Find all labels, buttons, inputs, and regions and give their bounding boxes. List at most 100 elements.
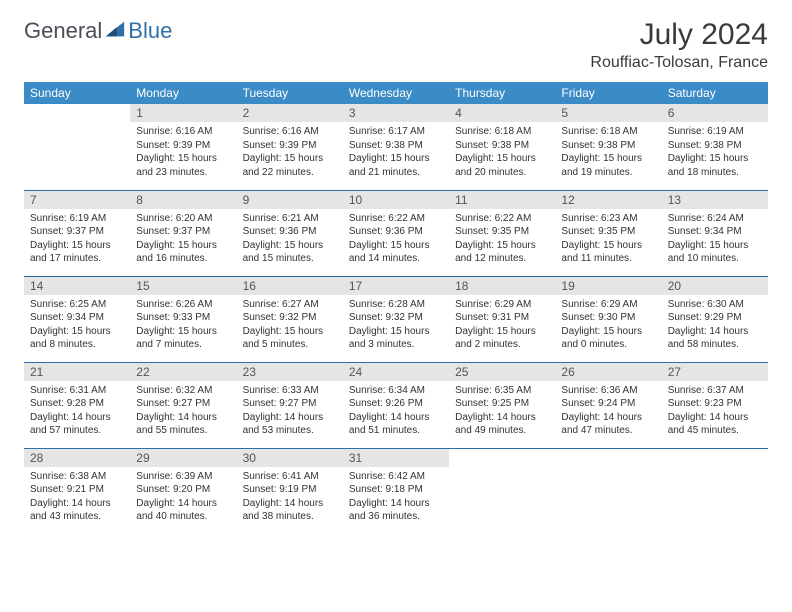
sunrise-text: Sunrise: 6:38 AM	[30, 470, 124, 484]
calendar-week-row: 7Sunrise: 6:19 AMSunset: 9:37 PMDaylight…	[24, 190, 768, 276]
sunset-text: Sunset: 9:37 PM	[30, 225, 124, 239]
sunset-text: Sunset: 9:35 PM	[455, 225, 549, 239]
day-details: Sunrise: 6:23 AMSunset: 9:35 PMDaylight:…	[555, 209, 661, 270]
sunrise-text: Sunrise: 6:41 AM	[243, 470, 337, 484]
calendar-day-cell	[662, 448, 768, 534]
sunrise-text: Sunrise: 6:29 AM	[455, 298, 549, 312]
sunrise-text: Sunrise: 6:34 AM	[349, 384, 443, 398]
day-details: Sunrise: 6:26 AMSunset: 9:33 PMDaylight:…	[130, 295, 236, 356]
daylight-text: Daylight: 15 hours and 12 minutes.	[455, 239, 549, 266]
day-details: Sunrise: 6:36 AMSunset: 9:24 PMDaylight:…	[555, 381, 661, 442]
month-title: July 2024	[590, 18, 768, 52]
sunset-text: Sunset: 9:38 PM	[668, 139, 762, 153]
calendar-day-cell: 7Sunrise: 6:19 AMSunset: 9:37 PMDaylight…	[24, 190, 130, 276]
calendar-day-cell: 28Sunrise: 6:38 AMSunset: 9:21 PMDayligh…	[24, 448, 130, 534]
day-details: Sunrise: 6:33 AMSunset: 9:27 PMDaylight:…	[237, 381, 343, 442]
daylight-text: Daylight: 15 hours and 8 minutes.	[30, 325, 124, 352]
logo: General Blue	[24, 18, 172, 44]
sunrise-text: Sunrise: 6:29 AM	[561, 298, 655, 312]
day-number: 13	[662, 191, 768, 209]
sunset-text: Sunset: 9:37 PM	[136, 225, 230, 239]
day-number: 27	[662, 363, 768, 381]
calendar-day-cell: 12Sunrise: 6:23 AMSunset: 9:35 PMDayligh…	[555, 190, 661, 276]
daylight-text: Daylight: 14 hours and 45 minutes.	[668, 411, 762, 438]
day-number: 2	[237, 104, 343, 122]
sunrise-text: Sunrise: 6:23 AM	[561, 212, 655, 226]
sunset-text: Sunset: 9:23 PM	[668, 397, 762, 411]
day-details: Sunrise: 6:22 AMSunset: 9:35 PMDaylight:…	[449, 209, 555, 270]
day-details: Sunrise: 6:29 AMSunset: 9:30 PMDaylight:…	[555, 295, 661, 356]
calendar-day-cell: 31Sunrise: 6:42 AMSunset: 9:18 PMDayligh…	[343, 448, 449, 534]
daylight-text: Daylight: 14 hours and 53 minutes.	[243, 411, 337, 438]
calendar-day-cell: 6Sunrise: 6:19 AMSunset: 9:38 PMDaylight…	[662, 104, 768, 190]
calendar-day-cell: 24Sunrise: 6:34 AMSunset: 9:26 PMDayligh…	[343, 362, 449, 448]
day-number: 17	[343, 277, 449, 295]
sunrise-text: Sunrise: 6:21 AM	[243, 212, 337, 226]
day-details: Sunrise: 6:19 AMSunset: 9:38 PMDaylight:…	[662, 122, 768, 183]
sunrise-text: Sunrise: 6:35 AM	[455, 384, 549, 398]
daylight-text: Daylight: 14 hours and 38 minutes.	[243, 497, 337, 524]
sunset-text: Sunset: 9:31 PM	[455, 311, 549, 325]
sunset-text: Sunset: 9:32 PM	[349, 311, 443, 325]
sunset-text: Sunset: 9:38 PM	[561, 139, 655, 153]
day-details: Sunrise: 6:16 AMSunset: 9:39 PMDaylight:…	[130, 122, 236, 183]
sunset-text: Sunset: 9:29 PM	[668, 311, 762, 325]
day-number: 7	[24, 191, 130, 209]
daylight-text: Daylight: 14 hours and 36 minutes.	[349, 497, 443, 524]
daylight-text: Daylight: 15 hours and 17 minutes.	[30, 239, 124, 266]
day-details: Sunrise: 6:30 AMSunset: 9:29 PMDaylight:…	[662, 295, 768, 356]
day-details: Sunrise: 6:32 AMSunset: 9:27 PMDaylight:…	[130, 381, 236, 442]
day-details: Sunrise: 6:18 AMSunset: 9:38 PMDaylight:…	[555, 122, 661, 183]
daylight-text: Daylight: 14 hours and 47 minutes.	[561, 411, 655, 438]
sunset-text: Sunset: 9:28 PM	[30, 397, 124, 411]
day-number: 5	[555, 104, 661, 122]
sunrise-text: Sunrise: 6:31 AM	[30, 384, 124, 398]
day-details: Sunrise: 6:34 AMSunset: 9:26 PMDaylight:…	[343, 381, 449, 442]
day-number: 18	[449, 277, 555, 295]
sunrise-text: Sunrise: 6:16 AM	[243, 125, 337, 139]
sunrise-text: Sunrise: 6:26 AM	[136, 298, 230, 312]
sunrise-text: Sunrise: 6:22 AM	[455, 212, 549, 226]
sunset-text: Sunset: 9:25 PM	[455, 397, 549, 411]
sunrise-text: Sunrise: 6:19 AM	[668, 125, 762, 139]
day-details: Sunrise: 6:24 AMSunset: 9:34 PMDaylight:…	[662, 209, 768, 270]
day-number: 22	[130, 363, 236, 381]
day-number: 23	[237, 363, 343, 381]
sunrise-text: Sunrise: 6:42 AM	[349, 470, 443, 484]
day-details: Sunrise: 6:25 AMSunset: 9:34 PMDaylight:…	[24, 295, 130, 356]
sunset-text: Sunset: 9:24 PM	[561, 397, 655, 411]
sunrise-text: Sunrise: 6:28 AM	[349, 298, 443, 312]
sunset-text: Sunset: 9:32 PM	[243, 311, 337, 325]
location-label: Rouffiac-Tolosan, France	[590, 54, 768, 72]
daylight-text: Daylight: 15 hours and 16 minutes.	[136, 239, 230, 266]
sunrise-text: Sunrise: 6:37 AM	[668, 384, 762, 398]
sunrise-text: Sunrise: 6:18 AM	[455, 125, 549, 139]
calendar-day-cell: 10Sunrise: 6:22 AMSunset: 9:36 PMDayligh…	[343, 190, 449, 276]
daylight-text: Daylight: 14 hours and 51 minutes.	[349, 411, 443, 438]
sunrise-text: Sunrise: 6:39 AM	[136, 470, 230, 484]
sunset-text: Sunset: 9:38 PM	[455, 139, 549, 153]
calendar-day-cell: 18Sunrise: 6:29 AMSunset: 9:31 PMDayligh…	[449, 276, 555, 362]
title-block: July 2024 Rouffiac-Tolosan, France	[590, 18, 768, 72]
daylight-text: Daylight: 14 hours and 49 minutes.	[455, 411, 549, 438]
sunrise-text: Sunrise: 6:24 AM	[668, 212, 762, 226]
day-number: 3	[343, 104, 449, 122]
calendar-day-cell: 30Sunrise: 6:41 AMSunset: 9:19 PMDayligh…	[237, 448, 343, 534]
daylight-text: Daylight: 15 hours and 22 minutes.	[243, 152, 337, 179]
day-details: Sunrise: 6:38 AMSunset: 9:21 PMDaylight:…	[24, 467, 130, 528]
day-details: Sunrise: 6:20 AMSunset: 9:37 PMDaylight:…	[130, 209, 236, 270]
calendar-day-cell: 13Sunrise: 6:24 AMSunset: 9:34 PMDayligh…	[662, 190, 768, 276]
sunrise-text: Sunrise: 6:18 AM	[561, 125, 655, 139]
day-details: Sunrise: 6:19 AMSunset: 9:37 PMDaylight:…	[24, 209, 130, 270]
sunrise-text: Sunrise: 6:16 AM	[136, 125, 230, 139]
daylight-text: Daylight: 15 hours and 23 minutes.	[136, 152, 230, 179]
day-details: Sunrise: 6:17 AMSunset: 9:38 PMDaylight:…	[343, 122, 449, 183]
weekday-header: Monday	[130, 82, 236, 104]
daylight-text: Daylight: 15 hours and 3 minutes.	[349, 325, 443, 352]
sunset-text: Sunset: 9:39 PM	[136, 139, 230, 153]
calendar-day-cell: 11Sunrise: 6:22 AMSunset: 9:35 PMDayligh…	[449, 190, 555, 276]
calendar-day-cell: 20Sunrise: 6:30 AMSunset: 9:29 PMDayligh…	[662, 276, 768, 362]
day-details: Sunrise: 6:35 AMSunset: 9:25 PMDaylight:…	[449, 381, 555, 442]
day-number: 19	[555, 277, 661, 295]
daylight-text: Daylight: 15 hours and 14 minutes.	[349, 239, 443, 266]
